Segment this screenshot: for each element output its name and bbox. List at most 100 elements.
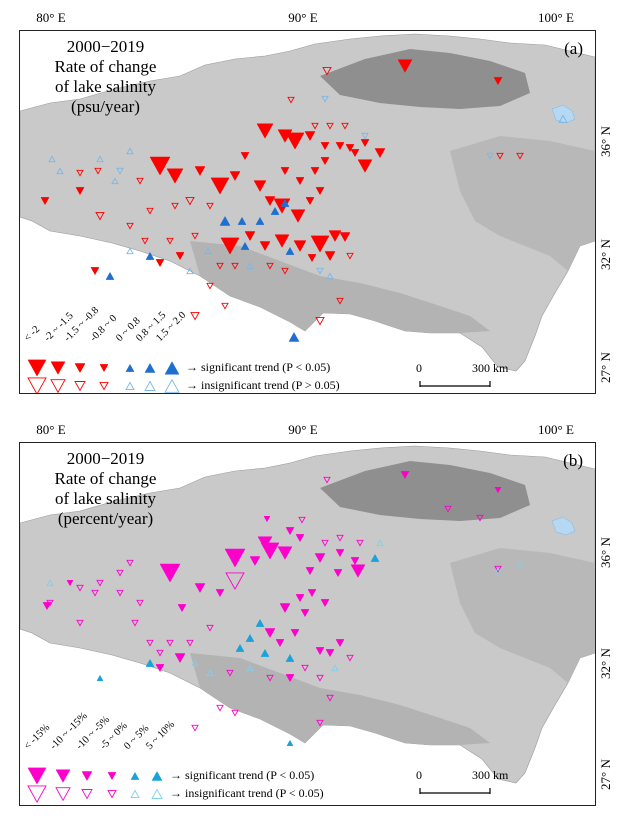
- legend-symbol-insignificant: [27, 785, 47, 804]
- longitude-label-90-a: 90° E: [288, 10, 318, 25]
- lake-increase-marker: [246, 664, 254, 672]
- lake-decrease-marker: [264, 196, 276, 207]
- lake-decrease-marker: [494, 565, 502, 573]
- latitude-label-32-a: 32° N: [598, 239, 613, 270]
- longitude-label-90-b: 90° E: [288, 422, 318, 437]
- lake-decrease-marker: [259, 241, 271, 252]
- lake-decrease-marker: [66, 580, 74, 587]
- lake-decrease-marker: [333, 569, 343, 578]
- lake-decrease-marker: [194, 583, 206, 594]
- lake-decrease-marker: [287, 96, 295, 104]
- lake-increase-marker: [494, 567, 502, 575]
- lake-decrease-marker: [285, 132, 305, 150]
- lake-increase-marker: [126, 147, 134, 155]
- lake-decrease-marker: [256, 123, 274, 139]
- lake-decrease-marker: [336, 297, 344, 305]
- map-title-a: 2000−2019 Rate of change of lake salinit…: [38, 37, 173, 117]
- lake-increase-marker: [245, 633, 255, 642]
- eastern-ridges: [450, 136, 595, 271]
- legend-symbol-significant: [151, 770, 163, 781]
- lake-decrease-marker: [298, 516, 306, 524]
- title-line: Rate of change: [54, 469, 157, 488]
- latitude-label-36-b: 36° N: [598, 537, 613, 568]
- lake-decrease-marker: [191, 724, 199, 732]
- lake-decrease-marker: [159, 563, 181, 583]
- lake-decrease-marker: [320, 157, 330, 166]
- legend-symbol-significant: [81, 771, 93, 782]
- lake-decrease-marker: [216, 262, 224, 270]
- legend-insignificant-label: → insignificant trend (P > 0.05): [186, 378, 340, 392]
- title-line: Rate of change: [54, 57, 157, 76]
- lake-decrease-marker: [310, 167, 320, 176]
- lake-increase-marker: [270, 206, 280, 215]
- lake-decrease-marker: [146, 207, 154, 215]
- latitude-label-27-a: 27° N: [598, 352, 613, 383]
- lake-decrease-marker: [304, 131, 316, 142]
- lake-decrease-marker: [493, 77, 503, 86]
- lake-increase-marker: [285, 246, 295, 255]
- lake-decrease-marker: [253, 180, 267, 192]
- legend-symbol-insignificant: [107, 789, 117, 799]
- lake-decrease-marker: [190, 311, 200, 321]
- lake-decrease-marker: [494, 487, 502, 494]
- lake-decrease-marker: [314, 553, 326, 564]
- lake-decrease-marker: [285, 674, 295, 683]
- scale-bar-end: 300 km: [472, 768, 509, 782]
- lake-increase-marker: [255, 618, 265, 627]
- lake-decrease-marker: [301, 664, 309, 672]
- lake-decrease-marker: [316, 674, 324, 682]
- lake-decrease-marker: [240, 152, 250, 161]
- lake-decrease-marker: [341, 122, 349, 130]
- lake-decrease-marker: [310, 235, 330, 253]
- lake-decrease-marker: [320, 599, 330, 608]
- lake-decrease-marker: [149, 156, 171, 176]
- lake-decrease-marker: [225, 572, 245, 591]
- lake-decrease-marker: [295, 594, 305, 603]
- lake-increase-marker: [246, 262, 254, 270]
- lake-decrease-marker: [166, 237, 174, 245]
- lake-decrease-marker: [305, 197, 315, 206]
- panel-label-a: (a): [564, 39, 583, 58]
- lake-decrease-marker: [155, 664, 165, 673]
- lake-decrease-marker: [316, 267, 324, 275]
- lake-decrease-marker: [95, 211, 105, 221]
- lake-decrease-marker: [206, 624, 214, 632]
- legend-symbol-insignificant: [125, 381, 135, 391]
- legend-symbol-insignificant: [55, 787, 71, 802]
- map-b-svg: [20, 445, 595, 804]
- title-line: (percent/year): [57, 509, 154, 528]
- lake-increase-marker: [186, 267, 194, 275]
- eastern-ridges: [450, 548, 595, 683]
- lake-increase-marker: [235, 643, 245, 652]
- longitude-label-80-b: 80° E: [36, 422, 66, 437]
- lake-increase-marker: [111, 177, 119, 185]
- latitude-label-36-a: 36° N: [598, 126, 613, 157]
- lake-decrease-marker: [94, 167, 102, 175]
- lake-decrease-marker: [231, 262, 239, 270]
- lake-decrease-marker: [216, 704, 224, 712]
- lake-decrease-marker: [295, 177, 305, 186]
- lake-decrease-marker: [226, 669, 234, 677]
- lake-decrease-marker: [325, 649, 335, 658]
- lake-increase-marker: [145, 251, 155, 260]
- lake-increase-marker: [288, 331, 300, 342]
- lake-decrease-marker: [316, 719, 324, 727]
- legend-symbol-insignificant: [164, 378, 180, 393]
- title-line: (psu/year): [71, 97, 140, 116]
- lake-decrease-marker: [96, 579, 104, 587]
- lake-decrease-marker: [166, 639, 174, 647]
- legend-symbol-significant: [50, 361, 66, 375]
- legend-symbol-significant: [125, 363, 135, 372]
- lake-decrease-marker: [175, 252, 185, 261]
- legend-b: [27, 767, 163, 804]
- lake-decrease-marker: [116, 589, 124, 597]
- lake-increase-marker: [260, 648, 270, 657]
- lake-decrease-marker: [275, 639, 285, 648]
- legend-significant-label: → significant trend (P < 0.05): [170, 768, 315, 782]
- lake-decrease-marker: [220, 237, 240, 255]
- legend-symbol-significant: [55, 769, 71, 783]
- lake-decrease-marker: [357, 159, 373, 173]
- map-title-b: 2000−2019 Rate of change of lake salinit…: [38, 449, 173, 529]
- legend-symbol-insignificant: [81, 789, 93, 800]
- lake-decrease-marker: [336, 534, 344, 542]
